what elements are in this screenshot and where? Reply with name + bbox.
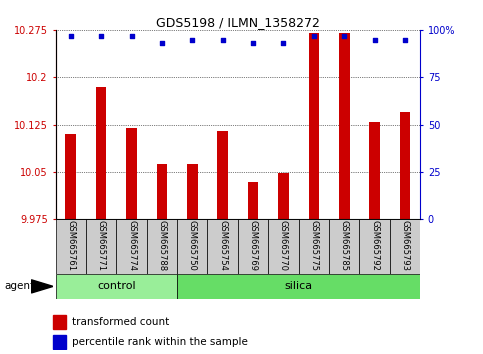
Bar (238, 219, 268, 274)
Text: GSM665785: GSM665785 (340, 220, 349, 271)
Text: GSM665793: GSM665793 (400, 220, 410, 271)
Point (401, 37, 409, 42)
Text: percentile rank within the sample: percentile rank within the sample (72, 337, 248, 347)
Bar (339, 33, 350, 219)
Bar (359, 219, 390, 274)
Point (158, 40, 166, 46)
Text: transformed count: transformed count (72, 318, 170, 327)
Point (97, 33, 105, 39)
Point (128, 33, 135, 39)
Bar (56, 219, 86, 274)
Point (371, 37, 379, 42)
Bar (86, 219, 116, 274)
Bar (217, 131, 228, 219)
Text: silica: silica (284, 281, 313, 291)
Text: GSM665775: GSM665775 (309, 220, 318, 271)
Point (341, 33, 348, 39)
Bar (390, 219, 420, 274)
Text: GSM665770: GSM665770 (279, 220, 288, 271)
Text: GSM665761: GSM665761 (66, 220, 75, 271)
Bar (268, 219, 298, 274)
Text: GSM665750: GSM665750 (188, 221, 197, 271)
Text: control: control (97, 281, 136, 291)
Bar (56, 274, 177, 299)
Point (280, 40, 287, 46)
Bar (177, 274, 420, 299)
Text: GSM665771: GSM665771 (97, 220, 106, 271)
Text: agent: agent (5, 281, 35, 291)
Text: GSM665792: GSM665792 (370, 221, 379, 271)
Bar (298, 219, 329, 274)
Bar (53, 315, 67, 329)
Bar (96, 87, 106, 219)
Bar (309, 33, 319, 219)
Title: GDS5198 / ILMN_1358272: GDS5198 / ILMN_1358272 (156, 16, 320, 29)
Polygon shape (31, 280, 53, 293)
Point (219, 37, 227, 42)
Text: GSM665769: GSM665769 (249, 220, 257, 271)
Bar (400, 112, 411, 219)
Bar (65, 134, 76, 219)
Bar (329, 219, 359, 274)
Point (67, 33, 74, 39)
Point (188, 37, 196, 42)
Text: GSM665754: GSM665754 (218, 221, 227, 271)
Text: GSM665788: GSM665788 (157, 220, 167, 272)
Point (249, 40, 257, 46)
Bar (187, 164, 198, 219)
Bar (248, 182, 258, 219)
Bar (156, 164, 167, 219)
Bar (147, 219, 177, 274)
Text: GSM665774: GSM665774 (127, 220, 136, 271)
Bar (369, 122, 380, 219)
Point (310, 33, 318, 39)
Bar (116, 219, 147, 274)
Bar (278, 173, 289, 219)
Bar (126, 128, 137, 219)
Bar (208, 219, 238, 274)
Bar (177, 219, 208, 274)
Bar (53, 335, 67, 348)
